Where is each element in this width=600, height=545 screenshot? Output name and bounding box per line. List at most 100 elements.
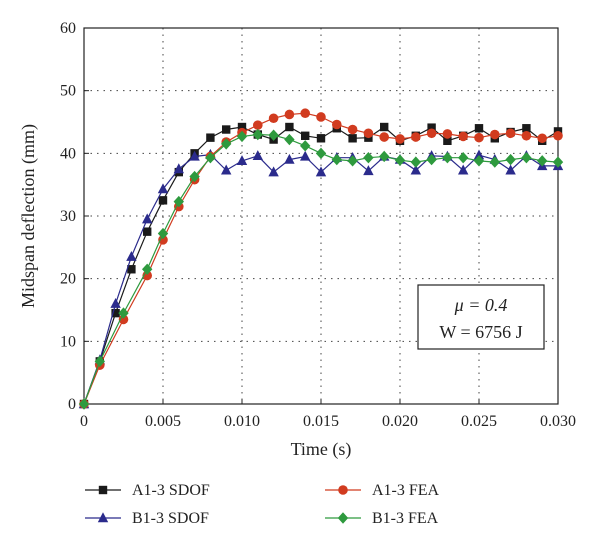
x-tick-label: 0.015 <box>303 413 339 430</box>
data-point <box>347 155 358 167</box>
data-point <box>442 129 453 139</box>
y-tick-label: 30 <box>60 208 76 225</box>
data-point <box>395 134 405 144</box>
data-point <box>300 140 311 152</box>
series-layer <box>78 108 564 410</box>
legend-item: A1-3 SDOF <box>85 482 210 499</box>
x-tick-label: 0.030 <box>540 413 576 430</box>
data-point <box>521 152 532 164</box>
data-point <box>490 129 500 140</box>
data-point <box>316 112 326 122</box>
data-point <box>284 133 295 146</box>
data-point <box>552 156 564 168</box>
data-point <box>268 113 279 124</box>
data-point <box>458 131 469 142</box>
annotation-frame <box>417 284 545 350</box>
data-point <box>157 227 169 240</box>
data-point <box>127 265 136 274</box>
data-point <box>237 122 247 132</box>
data-point <box>410 164 421 175</box>
y-tick-label: 20 <box>60 271 76 288</box>
data-point <box>380 122 389 132</box>
y-tick-label: 40 <box>60 145 76 162</box>
data-point <box>189 150 200 161</box>
annotation-box: μ = 0.4 W = 6756 J <box>417 284 545 350</box>
legend-item: B1-3 FEA <box>325 510 439 527</box>
data-point <box>394 154 406 166</box>
legend-marker <box>98 485 108 495</box>
data-point <box>426 128 437 139</box>
data-point <box>347 124 358 135</box>
data-point <box>411 132 421 142</box>
data-point <box>553 130 563 141</box>
data-point <box>332 119 342 130</box>
data-point <box>221 138 232 150</box>
data-point <box>363 152 374 164</box>
data-point <box>505 153 516 166</box>
data-point <box>222 125 231 134</box>
y-tick-label: 60 <box>60 20 76 37</box>
data-point <box>426 153 437 166</box>
data-point <box>301 131 310 140</box>
data-point <box>142 213 153 224</box>
annotation-line-1: μ = 0.4 <box>454 295 508 315</box>
data-point <box>505 128 516 139</box>
data-point <box>537 155 548 167</box>
data-point <box>458 164 469 175</box>
data-point <box>268 129 279 141</box>
series-1 <box>78 148 564 409</box>
x-tick-label: 0.020 <box>382 413 418 430</box>
data-point <box>379 132 390 142</box>
data-point <box>110 298 121 308</box>
data-point <box>442 152 453 164</box>
legend-item: B1-3 SDOF <box>85 510 209 527</box>
legend-marker <box>338 485 348 495</box>
data-point <box>94 355 105 368</box>
data-point <box>537 133 547 144</box>
data-point <box>315 147 327 160</box>
data-point <box>236 155 248 166</box>
data-point <box>443 136 452 145</box>
legend: A1-3 SDOF B1-3 SDOF A1-3 FEA B1-3 FEA <box>85 482 440 527</box>
data-point <box>489 156 500 168</box>
data-point <box>300 108 311 119</box>
data-point <box>473 149 485 160</box>
y-tick-label: 50 <box>60 83 76 100</box>
data-point <box>285 122 294 132</box>
data-point <box>205 152 216 164</box>
data-point <box>173 195 184 208</box>
data-point <box>118 307 129 319</box>
x-tick-label: 0.025 <box>461 413 497 430</box>
legend-label: A1-3 FEA <box>372 482 440 499</box>
data-point <box>300 150 311 161</box>
data-point <box>157 183 169 194</box>
data-point <box>505 164 516 175</box>
data-point <box>522 124 531 133</box>
data-point <box>410 156 421 168</box>
series-3 <box>78 128 564 410</box>
data-point <box>284 109 295 120</box>
legend-marker <box>97 512 109 523</box>
data-point <box>316 134 326 143</box>
x-tick-label: 0.010 <box>224 413 260 430</box>
data-point <box>521 130 532 141</box>
legend-label: B1-3 SDOF <box>132 510 209 527</box>
data-point <box>189 170 200 183</box>
data-point <box>158 196 168 205</box>
data-point <box>126 251 137 261</box>
annotation-line-2: W = 6756 J <box>439 322 522 342</box>
data-point <box>252 128 263 141</box>
data-point <box>252 150 263 161</box>
data-point <box>142 263 153 275</box>
data-point <box>268 166 279 177</box>
data-point <box>363 128 374 139</box>
data-point <box>348 134 357 143</box>
data-point <box>473 155 485 167</box>
x-tick-label: 0 <box>80 413 88 430</box>
legend-item: A1-3 FEA <box>325 482 440 499</box>
legend-label: B1-3 FEA <box>372 510 439 527</box>
y-tick-label: 10 <box>60 333 76 350</box>
data-point <box>206 133 215 142</box>
data-point <box>111 308 120 318</box>
